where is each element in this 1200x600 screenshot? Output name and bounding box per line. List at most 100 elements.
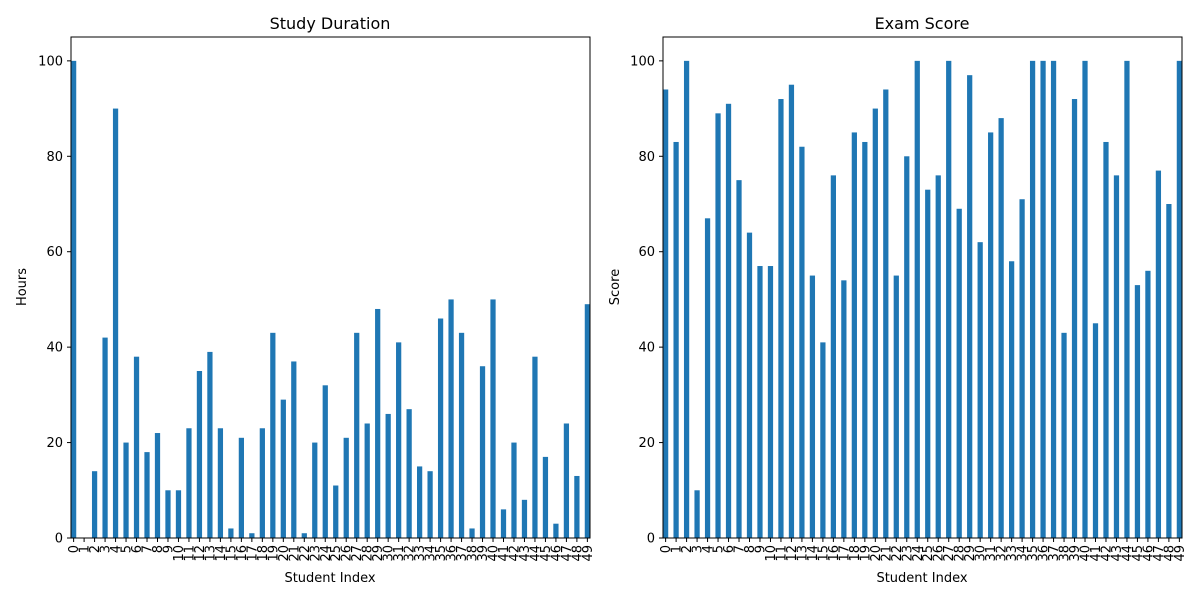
y-tick-label: 20 — [638, 436, 655, 451]
bar — [458, 332, 465, 538]
x-tick-label: 24 — [319, 545, 334, 562]
y-tick-label: 40 — [46, 341, 63, 356]
x-tick-label: 18 — [848, 545, 863, 562]
bar — [809, 275, 816, 538]
x-tick-label: 17 — [837, 545, 852, 562]
bar — [102, 337, 108, 538]
bar — [437, 318, 444, 538]
bar — [186, 428, 192, 538]
x-tick-label: 40 — [487, 545, 502, 562]
bar — [935, 175, 941, 538]
bar — [977, 242, 983, 539]
bar — [904, 156, 910, 539]
bar — [851, 132, 857, 538]
x-tick-label: 40 — [1079, 545, 1094, 562]
bar — [175, 490, 182, 538]
bar — [490, 299, 496, 538]
bar — [1103, 141, 1109, 538]
x-tick-label: 9 — [753, 545, 768, 553]
bar — [217, 428, 224, 538]
x-tick-label: 49 — [581, 545, 596, 562]
bar — [830, 175, 836, 538]
x-tick-label: 0 — [67, 545, 82, 553]
bar — [469, 528, 475, 538]
x-tick-label: 7 — [141, 545, 156, 553]
bar — [704, 218, 711, 538]
bar — [694, 490, 700, 538]
y-tick-label: 80 — [46, 150, 63, 165]
x-tick-label: 27 — [350, 545, 365, 562]
chart-title: Exam Score — [875, 14, 970, 33]
y-tick-label: 0 — [55, 532, 63, 547]
bar — [375, 308, 381, 538]
x-tick-label: 30 — [974, 545, 989, 562]
bars-group — [663, 60, 1182, 539]
x-tick-label: 35 — [434, 545, 449, 562]
bar — [154, 433, 161, 538]
bar — [725, 103, 732, 539]
x-tick-label: 14 — [806, 545, 821, 562]
x-ticks-group: 0123456789101112131415161718192021222324… — [67, 538, 596, 562]
x-tick-label: 19 — [266, 545, 281, 562]
x-tick-label: 5 — [120, 545, 135, 553]
x-tick-label: 8 — [151, 545, 166, 553]
x-tick-label: 26 — [932, 545, 947, 562]
x-tick-label: 47 — [1152, 545, 1167, 562]
bar — [479, 366, 486, 538]
bar — [249, 533, 255, 538]
x-tick-label: 32 — [403, 545, 418, 562]
x-tick-label: 41 — [497, 545, 512, 562]
x-tick-label: 44 — [1120, 545, 1135, 562]
bar — [1009, 261, 1015, 538]
bar — [144, 452, 150, 538]
x-tick-label: 13 — [795, 545, 810, 562]
x-tick-label: 1 — [78, 545, 93, 553]
x-tick-label: 33 — [413, 545, 428, 562]
x-tick-label: 42 — [1099, 545, 1114, 562]
y-tick-label: 100 — [38, 54, 63, 69]
bar — [207, 351, 213, 538]
x-tick-label: 32 — [995, 545, 1010, 562]
y-tick-label: 60 — [46, 245, 63, 260]
x-tick-label: 25 — [921, 545, 936, 562]
bar — [883, 89, 889, 539]
x-tick-label: 45 — [1131, 545, 1146, 562]
x-tick-label: 12 — [785, 545, 800, 562]
bar — [998, 118, 1004, 539]
bar — [448, 299, 454, 538]
bar — [1050, 60, 1057, 539]
bar — [799, 146, 805, 539]
x-tick-label: 12 — [193, 545, 208, 562]
plot-frame — [662, 36, 1183, 539]
bar — [1092, 323, 1099, 538]
bar — [1124, 60, 1130, 539]
bar — [715, 113, 721, 538]
y-axis-label: Hours — [15, 268, 30, 306]
bar — [417, 466, 423, 538]
x-tick-label: 16 — [827, 545, 842, 562]
y-tick-label: 40 — [638, 341, 655, 356]
bar — [841, 280, 847, 538]
x-tick-label: 37 — [1047, 545, 1062, 562]
bar — [967, 75, 973, 539]
x-tick-label: 31 — [392, 545, 407, 562]
bar — [956, 208, 962, 538]
bar — [511, 442, 517, 538]
y-tick-label: 100 — [630, 54, 655, 69]
bar — [673, 141, 679, 538]
bar — [1176, 60, 1182, 539]
x-tick-label: 15 — [224, 545, 239, 562]
x-tick-label: 10 — [764, 545, 779, 562]
bar — [757, 266, 763, 538]
bar — [301, 533, 307, 538]
x-tick-label: 39 — [476, 545, 491, 562]
plot-frame — [70, 36, 591, 539]
bar — [584, 304, 590, 538]
bar — [112, 108, 119, 538]
bar — [427, 471, 433, 538]
bar — [872, 108, 878, 538]
x-tick-label: 2 — [88, 545, 103, 553]
bar — [914, 60, 920, 539]
x-tick-label: 41 — [1089, 545, 1104, 562]
x-tick-label: 16 — [235, 545, 250, 562]
